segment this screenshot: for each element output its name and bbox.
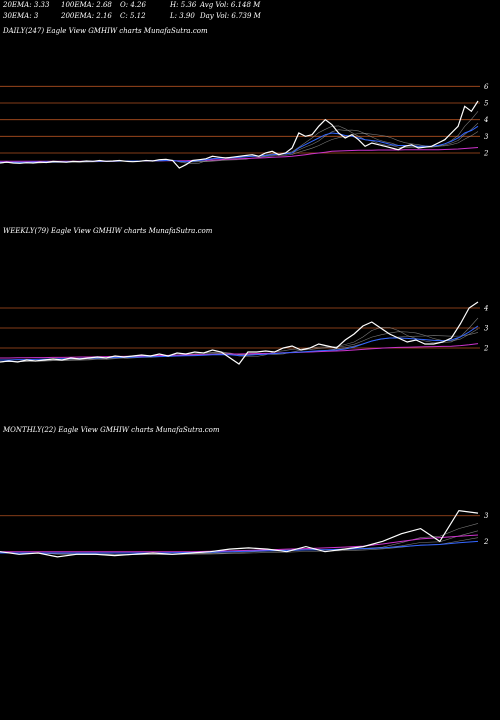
stat-open: O: 4.26 [120, 1, 146, 9]
weekly-tick-label-2: 2 [483, 345, 489, 353]
weekly-tick-label-1: 3 [484, 325, 489, 333]
weekly-panel-title: WEEKLY(79) Eagle View GMHIW charts Munaf… [3, 227, 213, 235]
monthly-chart: 32 [0, 509, 489, 558]
weekly-ema-slow-line [0, 343, 479, 359]
stat-avg-vol: Avg Vol: 6.148 M [200, 1, 261, 9]
monthly-tick-label-0: 3 [484, 512, 489, 520]
monthly-price-line [0, 509, 479, 558]
daily-price-line [0, 100, 479, 169]
weekly-ma-line-2 [0, 332, 479, 363]
monthly-tick-label-1: 2 [483, 538, 489, 546]
stat-close: C: 5.12 [120, 12, 146, 20]
weekly-price-line [0, 301, 479, 365]
monthly-ema-slow-line [0, 534, 479, 553]
stat-high: H: 5.36 [170, 1, 197, 9]
daily-tick-label-3: 3 [484, 133, 489, 141]
stat-low: L: 3.90 [170, 12, 195, 20]
stat-200ema: 200EMA: 2.16 [61, 12, 112, 20]
stat-20ema: 20EMA: 3.33 [3, 1, 50, 9]
stat-day-vol: Day Vol: 6.739 M [200, 12, 261, 20]
stat-30ema: 30EMA: 3 [3, 12, 39, 20]
daily-ma-line-0 [0, 111, 479, 164]
daily-ema-slow-line [0, 147, 479, 162]
daily-tick-label-1: 5 [484, 100, 489, 108]
stat-100ema: 100EMA: 2.68 [61, 1, 112, 9]
daily-chart: 6 5 4 3 2 [0, 83, 489, 169]
daily-tick-label-4: 2 [483, 150, 489, 158]
monthly-panel-title: MONTHLY(22) Eagle View GMHIW charts Muna… [3, 426, 220, 434]
weekly-chart: 4 3 2 [0, 301, 489, 365]
monthly-ema-fast-line [0, 540, 479, 554]
weekly-tick-label-0: 4 [483, 305, 488, 313]
daily-panel-title: DAILY(247) Eagle View GMHIW charts Munaf… [3, 27, 208, 35]
daily-tick-label-0: 6 [484, 83, 489, 91]
daily-tick-label-2: 4 [483, 116, 488, 124]
